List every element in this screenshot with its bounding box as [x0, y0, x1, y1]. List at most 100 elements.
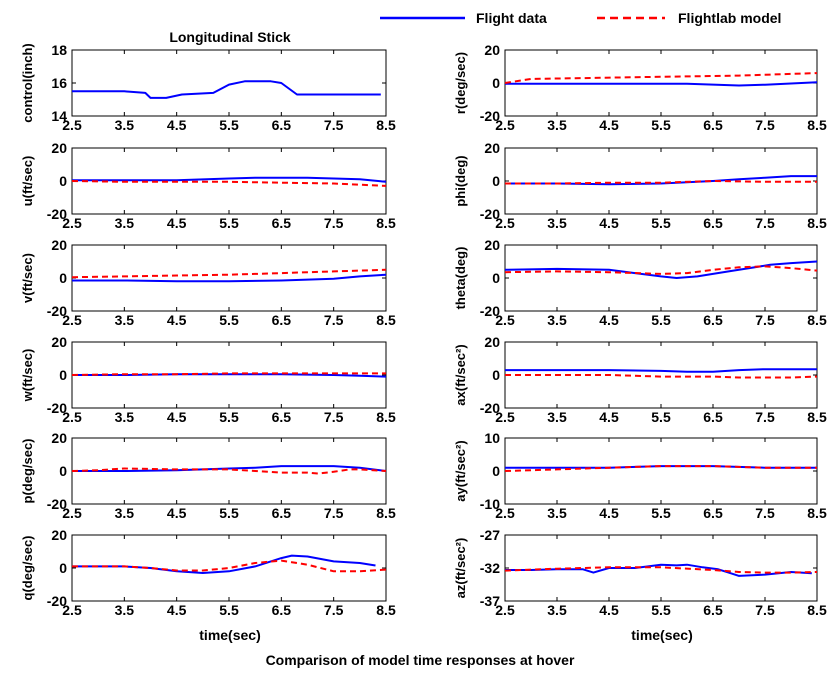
x-tick-label: 6.5 — [703, 312, 723, 328]
y-tick-label: -20 — [480, 400, 500, 416]
series-flightlab-model-line — [72, 559, 387, 573]
y-tick-label: 10 — [484, 430, 500, 446]
x-tick-label: 7.5 — [324, 117, 344, 133]
y-axis-label: u(ft/sec) — [20, 156, 35, 207]
subplot-7: 2.5 3.5 4.5 5.5 6.5 7.5 8.5 -20 0 20 ax(ft/sec²) — [453, 334, 827, 425]
series-flight-data-line — [72, 465, 387, 472]
x-tick-label: 8.5 — [807, 409, 827, 425]
x-tick-label: 4.5 — [167, 312, 187, 328]
y-axis-label: ay(ft/sec²) — [453, 440, 468, 501]
x-tick-label: 5.5 — [219, 409, 239, 425]
series-flightlab-model-line — [71, 268, 387, 279]
y-tick-label: 20 — [484, 140, 500, 156]
x-tick-label: 4.5 — [599, 505, 619, 521]
y-axis-label: control(inch) — [20, 43, 35, 122]
y-tick-label: -20 — [47, 496, 67, 512]
plot-frame — [504, 244, 818, 312]
series-flight-data-line — [72, 176, 387, 183]
x-tick-label: 3.5 — [547, 409, 567, 425]
x-tick-label: 5.5 — [651, 117, 671, 133]
y-tick-label: 20 — [51, 237, 67, 253]
x-tick-label: 8.5 — [376, 602, 396, 618]
x-tick-label: 8.5 — [376, 117, 396, 133]
x-tick-label: 3.5 — [547, 117, 567, 133]
x-tick-label: 6.5 — [703, 215, 723, 231]
x-tick-label: 6.5 — [272, 312, 292, 328]
x-tick-label: 3.5 — [547, 215, 567, 231]
y-tick-label: -20 — [47, 593, 67, 609]
series-flight-data-line — [72, 273, 387, 283]
subplot-11: 2.5 3.5 4.5 5.5 6.5 7.5 8.5 -37 -32 -27 az(ft/sec²… — [453, 527, 827, 618]
x-tick-label: 2.5 — [62, 312, 82, 328]
y-tick-label: 20 — [51, 334, 67, 350]
y-tick-label: 0 — [59, 367, 67, 383]
series-flight-data-line — [72, 554, 376, 574]
plot-frame — [71, 49, 387, 117]
x-tick-label: 4.5 — [167, 215, 187, 231]
x-tick-label: 4.5 — [599, 409, 619, 425]
y-tick-label: 20 — [51, 140, 67, 156]
subplot-3: 2.5 3.5 4.5 5.5 6.5 7.5 8.5 -20 0 20 phi(deg) — [453, 140, 827, 231]
x-tick-label: 7.5 — [755, 215, 775, 231]
x-tick-label: 4.5 — [167, 505, 187, 521]
x-tick-label: 8.5 — [376, 215, 396, 231]
y-axis-label: r(deg/sec) — [453, 52, 468, 114]
x-tick-label: 8.5 — [807, 312, 827, 328]
series-flight-data-line — [505, 81, 818, 87]
x-tick-label: 4.5 — [167, 409, 187, 425]
x-tick-label: 8.5 — [807, 505, 827, 521]
x-tick-label: 8.5 — [807, 602, 827, 618]
chart-top-title: Longitudinal Stick — [169, 29, 291, 45]
x-tick-label: 7.5 — [324, 602, 344, 618]
x-tick-label: 5.5 — [651, 312, 671, 328]
x-tick-label: 6.5 — [272, 409, 292, 425]
x-tick-label: 3.5 — [115, 312, 135, 328]
x-tick-label: 7.5 — [755, 409, 775, 425]
subplot-2: 2.5 3.5 4.5 5.5 6.5 7.5 8.5 -20 0 20 u(ft/sec) — [20, 140, 396, 231]
x-tick-label: 2.5 — [62, 215, 82, 231]
series-flightlab-model-line — [71, 467, 387, 475]
x-tick-label: 4.5 — [599, 215, 619, 231]
series-flightlab-model-line — [71, 372, 386, 376]
x-tick-label: 2.5 — [62, 505, 82, 521]
x-tick-label: 7.5 — [755, 602, 775, 618]
x-tick-label: 6.5 — [703, 409, 723, 425]
series-flightlab-model-line — [504, 72, 818, 84]
x-tick-label: 5.5 — [651, 505, 671, 521]
series-flight-data-line — [505, 368, 817, 373]
y-tick-label: -32 — [480, 560, 500, 576]
x-tick-label: 2.5 — [495, 602, 515, 618]
y-tick-label: 14 — [51, 108, 67, 124]
x-tick-label: 4.5 — [167, 117, 187, 133]
x-tick-label: 8.5 — [376, 505, 396, 521]
y-tick-label: -20 — [47, 303, 67, 319]
x-tick-label: 5.5 — [219, 505, 239, 521]
plot-frame — [504, 341, 818, 409]
y-axis-label: q(deg/sec) — [20, 535, 35, 600]
y-tick-label: 20 — [484, 42, 500, 58]
subplot-1: 2.5 3.5 4.5 5.5 6.5 7.5 8.5 -20 0 20 r(deg/sec) — [453, 42, 827, 133]
y-axis-label: p(deg/sec) — [20, 438, 35, 503]
x-tick-label: 6.5 — [272, 602, 292, 618]
x-tick-label: 4.5 — [599, 117, 619, 133]
subplot-0: 2.5 3.5 4.5 5.5 6.5 7.5 8.5 14 16 18 control(inch) — [20, 42, 396, 133]
x-tick-label: 8.5 — [376, 312, 396, 328]
x-tick-label: 3.5 — [115, 409, 135, 425]
y-tick-label: -20 — [47, 206, 67, 222]
subplot-9: 2.5 3.5 4.5 5.5 6.5 7.5 8.5 -10 0 10 ay(ft/sec²) — [453, 430, 827, 521]
y-tick-label: 0 — [59, 173, 67, 189]
y-tick-label: 0 — [492, 173, 500, 189]
x-tick-label: 6.5 — [703, 117, 723, 133]
y-tick-label: 0 — [492, 75, 500, 91]
x-tick-label: 6.5 — [703, 602, 723, 618]
y-tick-label: 0 — [59, 463, 67, 479]
x-tick-label: 3.5 — [547, 505, 567, 521]
series-flight-data-line — [72, 80, 381, 99]
x-tick-label: 4.5 — [599, 602, 619, 618]
series-flight-data-line — [505, 175, 817, 186]
subplot-5: 2.5 3.5 4.5 5.5 6.5 7.5 8.5 -20 0 20 theta(deg) — [453, 237, 827, 328]
subplot-6: 2.5 3.5 4.5 5.5 6.5 7.5 8.5 -20 0 20 w(ft/sec) — [20, 334, 396, 425]
x-tick-label: 8.5 — [807, 117, 827, 133]
x-tick-label: 5.5 — [219, 215, 239, 231]
